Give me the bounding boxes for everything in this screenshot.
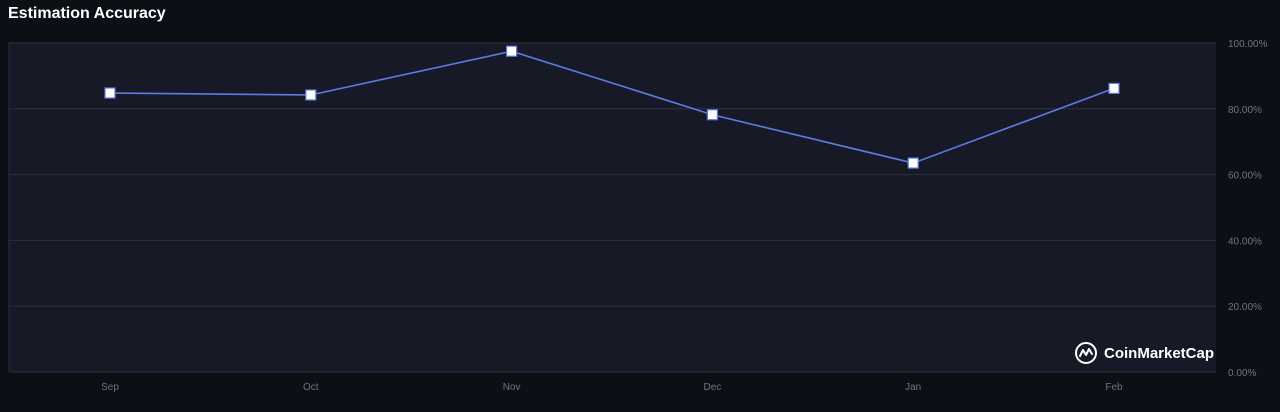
series-line: [109, 50, 1115, 164]
chart-title: Estimation Accuracy: [8, 5, 166, 22]
x-tick-label: Oct: [303, 382, 319, 393]
y-tick-label: 100.00%: [1228, 39, 1268, 50]
data-point-marker: [1108, 82, 1120, 95]
x-tick-label: Sep: [101, 382, 119, 393]
y-tick-label: 20.00%: [1228, 302, 1262, 313]
y-tick-label: 40.00%: [1228, 236, 1262, 247]
x-tick-label: Jan: [905, 382, 921, 393]
x-tick-label: Dec: [704, 382, 722, 393]
watermark: CoinMarketCap: [1074, 341, 1214, 365]
data-point-marker: [104, 87, 116, 99]
data-point-marker: [305, 89, 317, 101]
y-tick-label: 60.00%: [1228, 171, 1262, 182]
x-tick-label: Nov: [503, 382, 521, 393]
x-tick-label: Feb: [1105, 382, 1123, 393]
data-point-marker: [907, 157, 919, 169]
watermark-text: CoinMarketCap: [1104, 344, 1215, 362]
data-point-marker: [706, 109, 719, 121]
y-tick-label: 0.00%: [1228, 368, 1256, 379]
data-point-marker: [506, 45, 518, 57]
y-tick-label: 80.00%: [1228, 105, 1262, 116]
plot-background: [9, 43, 1216, 372]
coinmarketcap-logo-icon: [1075, 342, 1097, 364]
